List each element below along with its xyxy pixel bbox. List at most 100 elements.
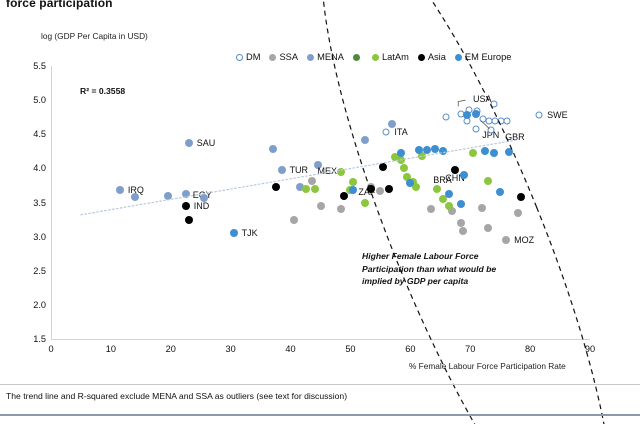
data-point xyxy=(289,215,298,224)
data-point xyxy=(163,191,172,200)
legend-label: Asia xyxy=(427,52,446,62)
data-point xyxy=(478,203,487,212)
footnote-divider-top xyxy=(0,384,640,385)
data-point xyxy=(184,139,193,148)
x-tick-label: 90 xyxy=(584,344,596,354)
chart-annotation: Higher Female Labour Force Participation… xyxy=(362,251,497,287)
data-point xyxy=(469,149,478,158)
x-tick-label: 70 xyxy=(465,344,476,354)
data-point xyxy=(301,184,310,193)
data-point xyxy=(130,193,139,202)
data-point xyxy=(268,145,277,154)
data-point xyxy=(484,176,493,185)
data-point xyxy=(439,146,448,155)
legend-item-extra[interactable] xyxy=(352,53,363,61)
x-tick-label: 30 xyxy=(225,344,236,354)
data-point-label: TUR xyxy=(289,164,309,175)
data-point xyxy=(457,199,466,208)
data-point xyxy=(385,184,394,193)
data-point xyxy=(445,189,454,198)
data-point xyxy=(316,201,325,210)
x-tick-label: 60 xyxy=(405,344,416,354)
legend-marker-icon xyxy=(371,53,379,61)
r-squared-label: R² = 0.3558 xyxy=(80,86,126,96)
legend-item-latam[interactable]: LatAm xyxy=(371,52,409,62)
data-point-label: IND xyxy=(193,200,210,211)
data-point-label: MEX xyxy=(317,165,337,176)
data-point xyxy=(433,184,442,193)
chart-footnote: The trend line and R-squared exclude MEN… xyxy=(6,391,348,401)
data-point xyxy=(423,145,432,154)
data-point xyxy=(388,120,397,128)
data-point xyxy=(310,184,319,193)
data-point xyxy=(184,215,193,224)
data-point-label: USA xyxy=(473,93,492,104)
plot-area: ITAUSAJPNGBRSWEZAFMOZIRQEGYSAUTURMEXBRAI… xyxy=(51,66,590,339)
legend-marker-icon xyxy=(236,53,243,61)
legend-label: LatAm xyxy=(381,52,409,62)
legend-marker-icon xyxy=(352,53,360,61)
data-point xyxy=(445,201,454,210)
data-point xyxy=(349,186,358,195)
legend-label: MENA xyxy=(317,52,344,62)
x-tick-label: 50 xyxy=(345,344,356,354)
legend-label: EM Europe xyxy=(464,52,512,62)
legend-marker-icon xyxy=(454,53,462,61)
data-point xyxy=(337,167,346,176)
x-tick-label: 40 xyxy=(285,344,296,354)
data-point xyxy=(463,111,472,120)
data-point xyxy=(460,171,469,180)
legend-marker-icon xyxy=(417,53,425,61)
x-axis-line xyxy=(51,339,590,340)
data-point xyxy=(487,126,495,134)
data-point xyxy=(340,191,349,200)
data-point xyxy=(496,188,505,197)
data-point xyxy=(481,147,490,156)
data-point xyxy=(229,229,238,238)
data-point-label: SAU xyxy=(196,138,216,149)
data-point-label: TJK xyxy=(241,228,258,239)
y-tick-label: 2.5 xyxy=(33,265,46,276)
data-point xyxy=(472,109,481,118)
y-tick-label: 2.0 xyxy=(33,299,46,310)
data-point xyxy=(367,184,376,193)
x-tick-label: 0 xyxy=(48,344,54,354)
data-point xyxy=(502,236,511,245)
data-point xyxy=(431,144,440,153)
data-point xyxy=(361,198,370,207)
x-tick-label: 80 xyxy=(524,344,536,354)
legend-item-asia[interactable]: Asia xyxy=(417,52,446,62)
data-point-label: ITA xyxy=(394,127,408,138)
legend-item-dm[interactable]: DM xyxy=(236,52,260,62)
data-point xyxy=(514,208,523,217)
data-point xyxy=(181,201,190,210)
chart-title: force participation xyxy=(6,0,113,10)
legend-label: DM xyxy=(246,52,261,62)
data-point-label: GBR xyxy=(505,132,525,143)
data-point xyxy=(379,163,388,171)
data-point-label: MOZ xyxy=(514,235,535,246)
data-point xyxy=(406,179,415,188)
y-tick-label: 4.5 xyxy=(33,129,46,140)
y-tick-label: 5.0 xyxy=(33,95,46,106)
data-point xyxy=(490,148,499,157)
footnote-divider-bottom xyxy=(0,414,640,416)
legend-item-em-europe[interactable]: EM Europe xyxy=(454,52,512,62)
legend-marker-icon xyxy=(307,53,315,61)
data-point xyxy=(181,189,190,198)
x-tick-label: 20 xyxy=(165,344,176,354)
chart-legend: DM SSA MENA LatAm Asia EM Europe xyxy=(236,52,511,62)
y-axis-line xyxy=(51,66,52,339)
y-axis-label: log (GDP Per Capita in USD) xyxy=(41,31,148,41)
data-point xyxy=(337,205,346,214)
data-point xyxy=(271,182,280,191)
legend-item-ssa[interactable]: SSA xyxy=(269,52,298,62)
data-point xyxy=(517,193,526,202)
y-tick-label: 1.5 xyxy=(33,334,46,344)
data-point xyxy=(472,125,480,133)
legend-item-mena[interactable]: MENA xyxy=(307,52,344,62)
y-tick-label: 5.5 xyxy=(33,61,46,71)
data-point xyxy=(535,111,543,119)
data-point xyxy=(490,100,498,108)
legend-marker-icon xyxy=(269,53,277,61)
